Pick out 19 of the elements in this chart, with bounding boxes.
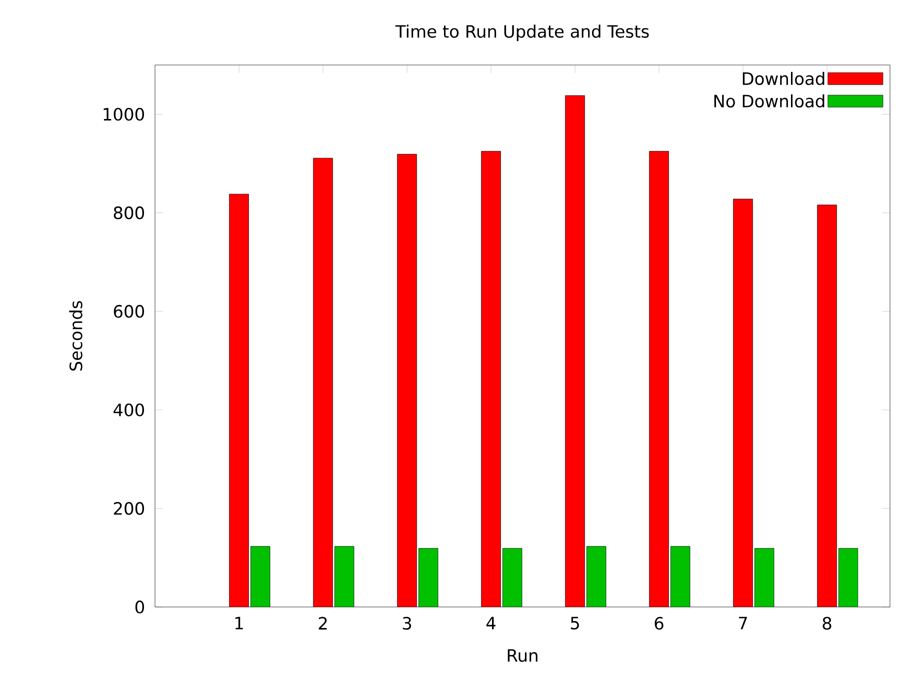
x-axis-title: Run bbox=[508, 649, 538, 662]
y-tick-label: 200 bbox=[114, 502, 144, 515]
y-tick-label: 600 bbox=[114, 304, 144, 318]
y-axis-title: Seconds bbox=[69, 301, 82, 371]
x-tick-label: 5 bbox=[570, 616, 579, 630]
x-tick-label: 8 bbox=[822, 616, 832, 630]
legend-label: Download bbox=[742, 72, 824, 86]
legend-label: No Download bbox=[714, 94, 824, 108]
y-tick-label: 1000 bbox=[104, 108, 144, 121]
x-tick-label: 2 bbox=[318, 616, 327, 630]
x-tick-label: 6 bbox=[654, 616, 664, 630]
y-tick-label: 800 bbox=[114, 206, 144, 220]
y-tick-label: 400 bbox=[114, 403, 144, 416]
x-tick-label: 4 bbox=[486, 616, 496, 630]
x-tick-label: 3 bbox=[402, 616, 412, 630]
y-tick-label: 0 bbox=[135, 600, 144, 614]
chart-title: Time to Run Update and Tests bbox=[395, 24, 649, 42]
x-tick-label: 7 bbox=[738, 616, 747, 630]
x-tick-label: 1 bbox=[235, 616, 243, 630]
